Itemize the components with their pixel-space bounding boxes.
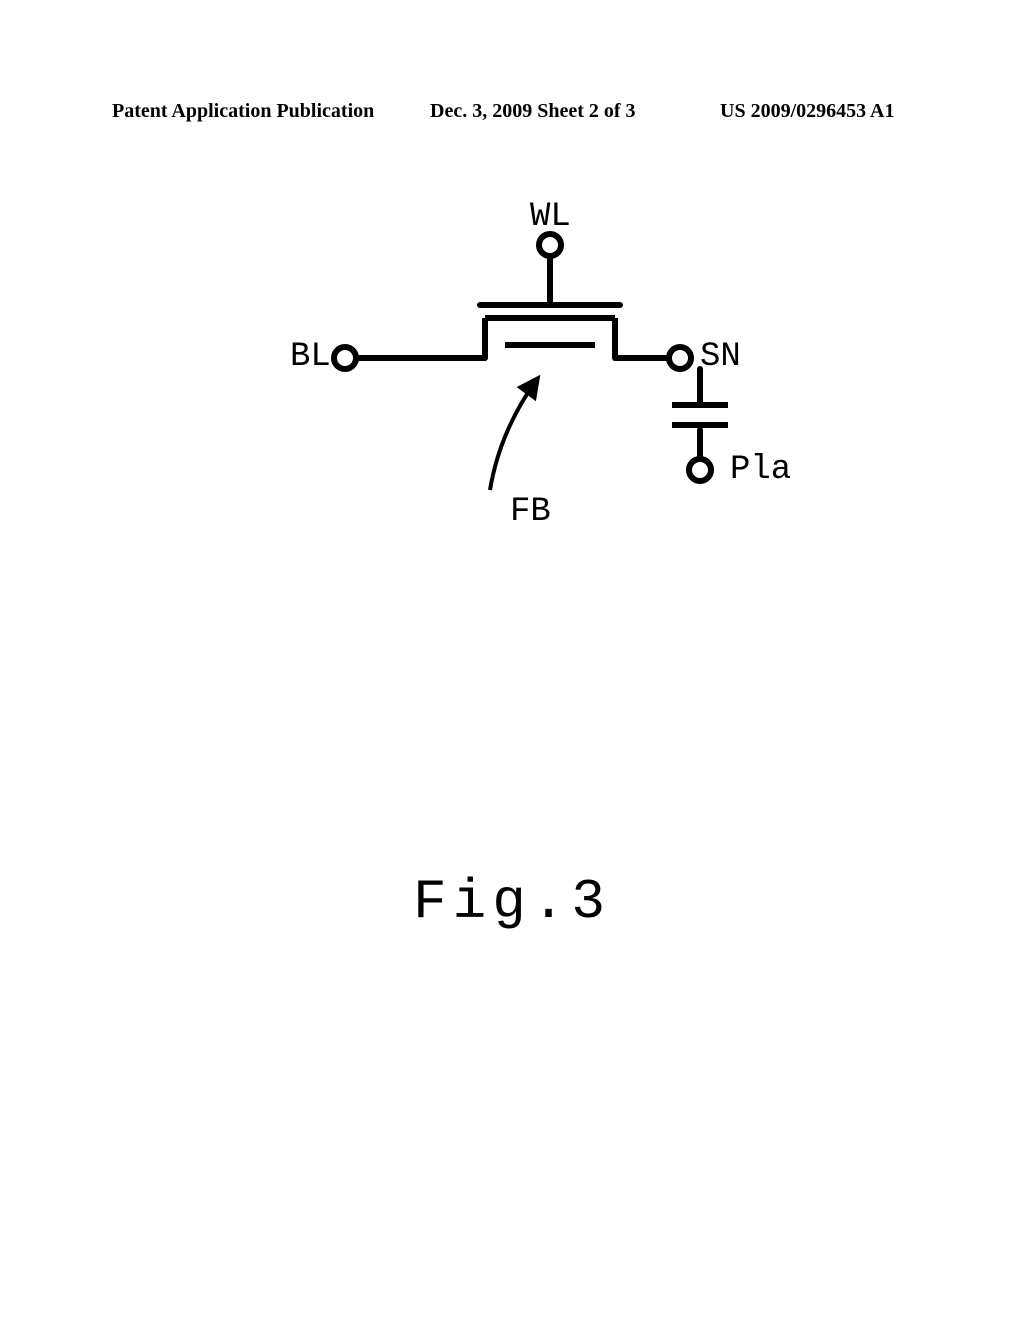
label-wl: WL: [530, 198, 571, 236]
label-bl: BL: [290, 338, 331, 376]
page: Patent Application Publication Dec. 3, 2…: [0, 0, 1024, 1320]
label-plate: Plate: [730, 451, 790, 489]
terminal-bl: [334, 347, 356, 369]
terminal-wl: [539, 234, 561, 256]
label-sn: SN: [700, 338, 741, 376]
terminal-plate: [689, 459, 711, 481]
fb-pointer-arrow: [490, 378, 538, 490]
schematic-svg: WL BL SN Plate FB: [230, 190, 790, 610]
label-fb: FB: [510, 493, 551, 531]
figure-caption: Fig.3: [0, 870, 1024, 934]
terminal-sn: [669, 347, 691, 369]
header-pub-number: US 2009/0296453 A1: [720, 100, 894, 123]
circuit-diagram: WL BL SN Plate FB: [230, 190, 790, 610]
header-publication: Patent Application Publication: [112, 100, 374, 123]
header-sheet-info: Dec. 3, 2009 Sheet 2 of 3: [430, 100, 636, 123]
